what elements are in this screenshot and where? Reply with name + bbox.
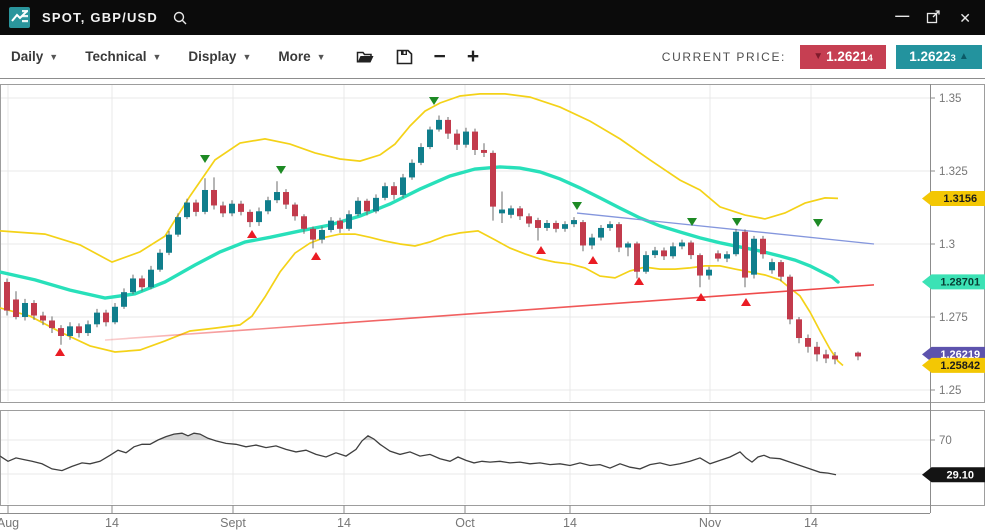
axis-labels: 1.35 1.325 1.3 1.275 1.25 70 Aug 14 Sept 14 Oct 14 N… [0, 93, 968, 530]
search-icon[interactable] [172, 10, 188, 26]
vwap-line [0, 165, 840, 300]
trendline-tail-mark: - [152, 329, 157, 344]
rsi-tick-label: 70 [939, 435, 952, 447]
main-panel [0, 84, 985, 403]
gridlines [1, 85, 930, 504]
save-icon[interactable] [396, 49, 413, 65]
time-tick-label: Sept [220, 516, 246, 530]
time-tick-label: 14 [337, 516, 351, 530]
timeframe-menu[interactable]: Daily ▼ [11, 49, 59, 64]
vwap-settings-gear-icon[interactable]: ⚙ [119, 328, 132, 345]
sell-arrow-icon [813, 219, 823, 227]
technical-menu[interactable]: Technical ▼ [85, 49, 162, 64]
price-tick-label: 1.35 [939, 93, 961, 105]
time-tick-label: 14 [563, 516, 577, 530]
open-folder-icon[interactable] [356, 49, 375, 65]
auto-trend-params: 3 3 4 [251, 329, 291, 344]
bollinger-upper-band [0, 93, 839, 264]
price-level-badge [922, 346, 985, 362]
zoom-out-button[interactable]: − [433, 45, 446, 68]
auto-trend-settings-gear-icon[interactable]: ⚙ [295, 328, 309, 345]
price-level-badge [922, 274, 985, 290]
candlesticks [4, 115, 861, 365]
buy-arrow-icon [696, 293, 706, 301]
time-tick-label: Nov [699, 516, 722, 530]
rsi-settings-gear-icon[interactable]: ⚙ [58, 415, 71, 432]
toolbar: Daily ▼ Technical ▼ Display ▼ More ▼ − + CUR… [0, 35, 985, 79]
buy-arrow-icon [536, 246, 546, 254]
chevron-down-icon: ▼ [152, 51, 162, 62]
line-chart-icon [9, 7, 30, 28]
popout-window-button[interactable] [926, 9, 942, 26]
ask-price-button[interactable]: 1.2622 3 ▲ [896, 44, 982, 69]
bid-price-button[interactable]: ▼ 1.2621 4 [800, 44, 886, 69]
signal-arrows [55, 97, 823, 356]
chevron-down-icon: ▼ [242, 51, 252, 62]
buy-arrow-icon [247, 230, 257, 238]
vwap-remove-icon[interactable]: ✕ [136, 329, 148, 344]
rsi-indicator-label: RSI 14 ⚙ ✕ [8, 416, 87, 431]
sell-arrow-icon [732, 218, 742, 226]
sell-arrow-icon [687, 218, 697, 226]
price-tick-label: 1.275 [939, 312, 968, 324]
buy-arrow-icon [741, 298, 751, 306]
arrow-down-icon: ▼ [813, 50, 824, 62]
rsi-name: RSI [8, 416, 30, 431]
buy-arrow-icon [588, 256, 598, 264]
close-button[interactable]: ✕ [959, 9, 971, 26]
buy-arrow-icon [55, 348, 65, 356]
time-tick-label: Oct [455, 516, 475, 530]
title-bar: SPOT, GBP/USD — ✕ [0, 0, 985, 35]
rsi-remove-icon[interactable]: ✕ [75, 416, 87, 431]
vwap-params: 20 1 2 3 [51, 329, 115, 344]
price-tick-label: 1.25 [939, 385, 961, 397]
auto-trend-name: AUTO TREND [161, 329, 247, 344]
buy-arrow-icon [311, 252, 321, 260]
price-level-badge [922, 357, 985, 373]
rsi-overbought-fill [158, 433, 375, 440]
sell-arrow-icon [429, 97, 439, 105]
price-level-badge [922, 190, 985, 206]
display-menu[interactable]: Display ▼ [188, 49, 252, 64]
auto-trend-remove-icon[interactable]: ✕ [313, 329, 325, 344]
more-menu[interactable]: More ▼ [278, 49, 326, 64]
minimize-button[interactable]: — [895, 6, 910, 23]
price-tick-label: 1.3 [939, 239, 955, 251]
chevron-down-icon: ▼ [316, 51, 326, 62]
auto-trend-resistance-line[interactable] [576, 212, 875, 245]
rsi-value-badge [922, 467, 985, 483]
price-level-badge-label: 1.28701 [940, 277, 980, 289]
sell-arrow-icon [572, 202, 582, 210]
sell-arrow-icon [276, 166, 286, 174]
current-price-label: CURRENT PRICE: [661, 49, 786, 64]
sell-arrow-icon [200, 155, 210, 163]
price-level-badge-label: 1.26219 [940, 349, 980, 361]
rsi-params: 14 [34, 416, 54, 431]
vwap-name: VWAP [8, 329, 47, 344]
rsi-panel [0, 410, 985, 506]
axes [0, 84, 935, 514]
buy-arrow-icon [634, 277, 644, 285]
price-level-badge-label: 1.3156 [943, 193, 977, 205]
symbol-title: SPOT, GBP/USD [42, 10, 159, 25]
arrow-up-icon: ▲ [958, 50, 969, 62]
rsi-line [0, 432, 837, 476]
price-level-badge-label: 1.25842 [940, 360, 980, 372]
time-tick-label: 14 [105, 516, 119, 530]
bollinger-lower-band [0, 230, 844, 367]
zoom-in-button[interactable]: + [466, 45, 480, 68]
time-tick-label: Aug [0, 516, 19, 530]
chevron-down-icon: ▼ [49, 51, 59, 62]
time-tick-label: 14 [804, 516, 818, 530]
rsi-value-badge-label: 29.10 [946, 470, 974, 482]
price-tick-label: 1.325 [939, 166, 968, 178]
vwap-indicator-label: VWAP 20 1 2 3 ⚙ ✕ - AUTO TREND 3 3 4 ⚙ ✕ [8, 329, 324, 344]
